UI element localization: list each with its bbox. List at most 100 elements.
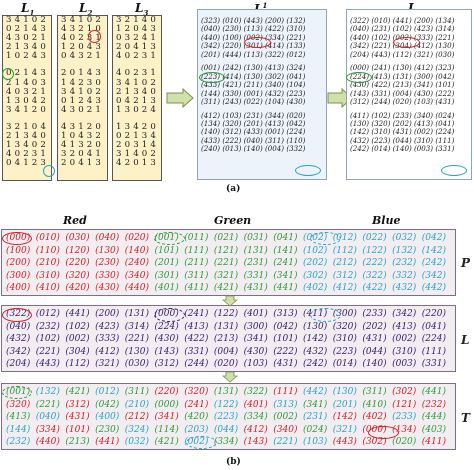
matrix-row: (411) (102) (233) (340) (024) bbox=[350, 110, 455, 120]
cell-value: (420) bbox=[184, 412, 209, 423]
latin-row: 0 2 1 4 3 bbox=[6, 24, 47, 35]
cell-value: (042) bbox=[421, 233, 446, 243]
cell-value: (321) bbox=[95, 359, 120, 370]
cell-value: (311) bbox=[124, 387, 149, 397]
cell-value: (032) bbox=[124, 437, 149, 448]
cell-value: (432) bbox=[303, 346, 328, 357]
cell-value: (132) bbox=[392, 245, 417, 256]
cell-value: (101) bbox=[154, 245, 179, 256]
cell-value: (002) bbox=[273, 412, 298, 423]
cell-value: (002) bbox=[392, 334, 417, 345]
cell-value: (232) bbox=[421, 399, 446, 410]
panel-label-p: P bbox=[461, 256, 471, 270]
cell-value: (320) bbox=[6, 399, 31, 410]
latin-row: 3 2 0 4 1 bbox=[61, 149, 102, 160]
l-title: L bbox=[408, 1, 417, 15]
latin-row: 4 0 2 3 1 bbox=[116, 51, 157, 62]
highlight-ring-blue bbox=[43, 165, 55, 177]
latin-row: 4 0 3 2 1 bbox=[6, 86, 47, 97]
cell-value: (223) bbox=[332, 346, 357, 357]
cell-value: (412) bbox=[243, 424, 268, 435]
cell-value: (230) bbox=[95, 258, 120, 269]
cell-value: (400) bbox=[95, 412, 120, 423]
cell-value: (112) bbox=[332, 245, 357, 256]
cell-value: (122) bbox=[213, 309, 239, 319]
latin-row: 1 2 0 4 3 bbox=[116, 24, 157, 35]
cell-value: (233) bbox=[362, 309, 387, 319]
cell-value: (121) bbox=[392, 399, 417, 410]
cell-value: (131) bbox=[124, 309, 149, 319]
cell-value: (112) bbox=[65, 359, 90, 370]
cell-value: (101) bbox=[65, 424, 90, 435]
latin-row: 4 3 0 2 1 bbox=[61, 104, 102, 115]
highlight-ring-red bbox=[2, 232, 32, 245]
matrix-row: (143) (331) (004) (430) (222) bbox=[350, 88, 455, 98]
cell-value: (231) bbox=[243, 258, 268, 269]
cell-value: (304) bbox=[65, 346, 90, 357]
matrix-l: (322) (010) (441) (200) (134) (040) (231)… bbox=[346, 9, 472, 180]
cell-value: (320) bbox=[65, 270, 90, 281]
latin-row: 1 4 2 3 0 bbox=[61, 77, 102, 88]
cell-value: (131) bbox=[213, 321, 239, 332]
header-green: Green bbox=[214, 214, 252, 227]
cell-value: (200) bbox=[6, 258, 31, 269]
highlight-ring-green bbox=[2, 386, 32, 399]
latin-row: 2 1 3 4 0 bbox=[6, 42, 47, 53]
cell-value: (402) bbox=[303, 283, 328, 294]
cell-value: (222) bbox=[273, 346, 298, 357]
cell-value: (342) bbox=[421, 270, 446, 281]
cell-value: (412) bbox=[332, 283, 357, 294]
cell-value: (100) bbox=[6, 245, 31, 256]
latin-row: 3 4 1 0 2 bbox=[116, 77, 157, 88]
cell-value: (413) bbox=[392, 321, 417, 332]
cell-value: (213) bbox=[65, 437, 90, 448]
cell-value: (240) bbox=[124, 258, 149, 269]
cell-value: (202) bbox=[303, 258, 328, 269]
cell-value: (040) bbox=[35, 412, 60, 423]
latin-row: 1 3 0 4 2 bbox=[6, 95, 47, 106]
latin-row: 0 1 2 4 3 bbox=[61, 95, 102, 106]
cell-value: (222) bbox=[362, 258, 387, 269]
cell-value: (311) bbox=[184, 270, 209, 281]
cell-value: (221) bbox=[35, 346, 60, 357]
cell-value: (000) bbox=[154, 399, 179, 410]
cell-value: (203) bbox=[184, 424, 209, 435]
cell-value: (140) bbox=[124, 245, 149, 256]
cell-value: (441) bbox=[95, 437, 120, 448]
cell-value: (142) bbox=[421, 245, 446, 256]
highlight-ring-red bbox=[2, 308, 32, 322]
highlight-ring-blue bbox=[186, 436, 217, 449]
cell-value: (430) bbox=[154, 334, 179, 345]
cell-value: (132) bbox=[35, 387, 60, 397]
latin-row: 4 3 0 2 1 bbox=[6, 33, 47, 44]
cell-value: (440) bbox=[124, 283, 149, 294]
cell-value: (213) bbox=[213, 334, 239, 345]
latin-row: 1 3 4 0 2 bbox=[6, 140, 47, 151]
matrix-row: (144) (330) (001) (432) (223) bbox=[201, 88, 306, 98]
cell-value: (221) bbox=[273, 437, 298, 448]
cell-value: (341) bbox=[154, 412, 179, 423]
latin-row: 2 1 3 4 0 bbox=[116, 86, 157, 97]
cell-value: (221) bbox=[124, 334, 149, 345]
cell-value: (010) bbox=[35, 233, 60, 243]
cell-value: (320) bbox=[332, 321, 357, 332]
latin-row: 3 2 1 0 4 bbox=[6, 121, 47, 132]
cell-value: (130) bbox=[95, 245, 120, 256]
matrix-row: (311) (243) (022) (104) (430) bbox=[201, 97, 306, 107]
latin-row: 4 0 2 3 1 bbox=[6, 149, 47, 160]
cell-value: (223) bbox=[213, 412, 239, 423]
cell-value: (011) bbox=[184, 233, 209, 243]
cell-value: (301) bbox=[154, 270, 179, 281]
cell-value: (242) bbox=[421, 258, 446, 269]
cell-value: (334) bbox=[213, 437, 239, 448]
cell-value: (221) bbox=[213, 258, 239, 269]
matrix-row: (240) (013) (140) (004) (332) bbox=[201, 144, 306, 154]
cell-value: (030) bbox=[124, 359, 149, 370]
highlight-ring-green bbox=[154, 232, 185, 245]
latin-row: 1 0 4 3 2 bbox=[61, 131, 102, 142]
highlight-ring-green bbox=[2, 68, 14, 80]
cell-value: (233) bbox=[392, 412, 417, 423]
cell-value: (241) bbox=[273, 258, 298, 269]
cell-value: (041) bbox=[421, 321, 446, 332]
